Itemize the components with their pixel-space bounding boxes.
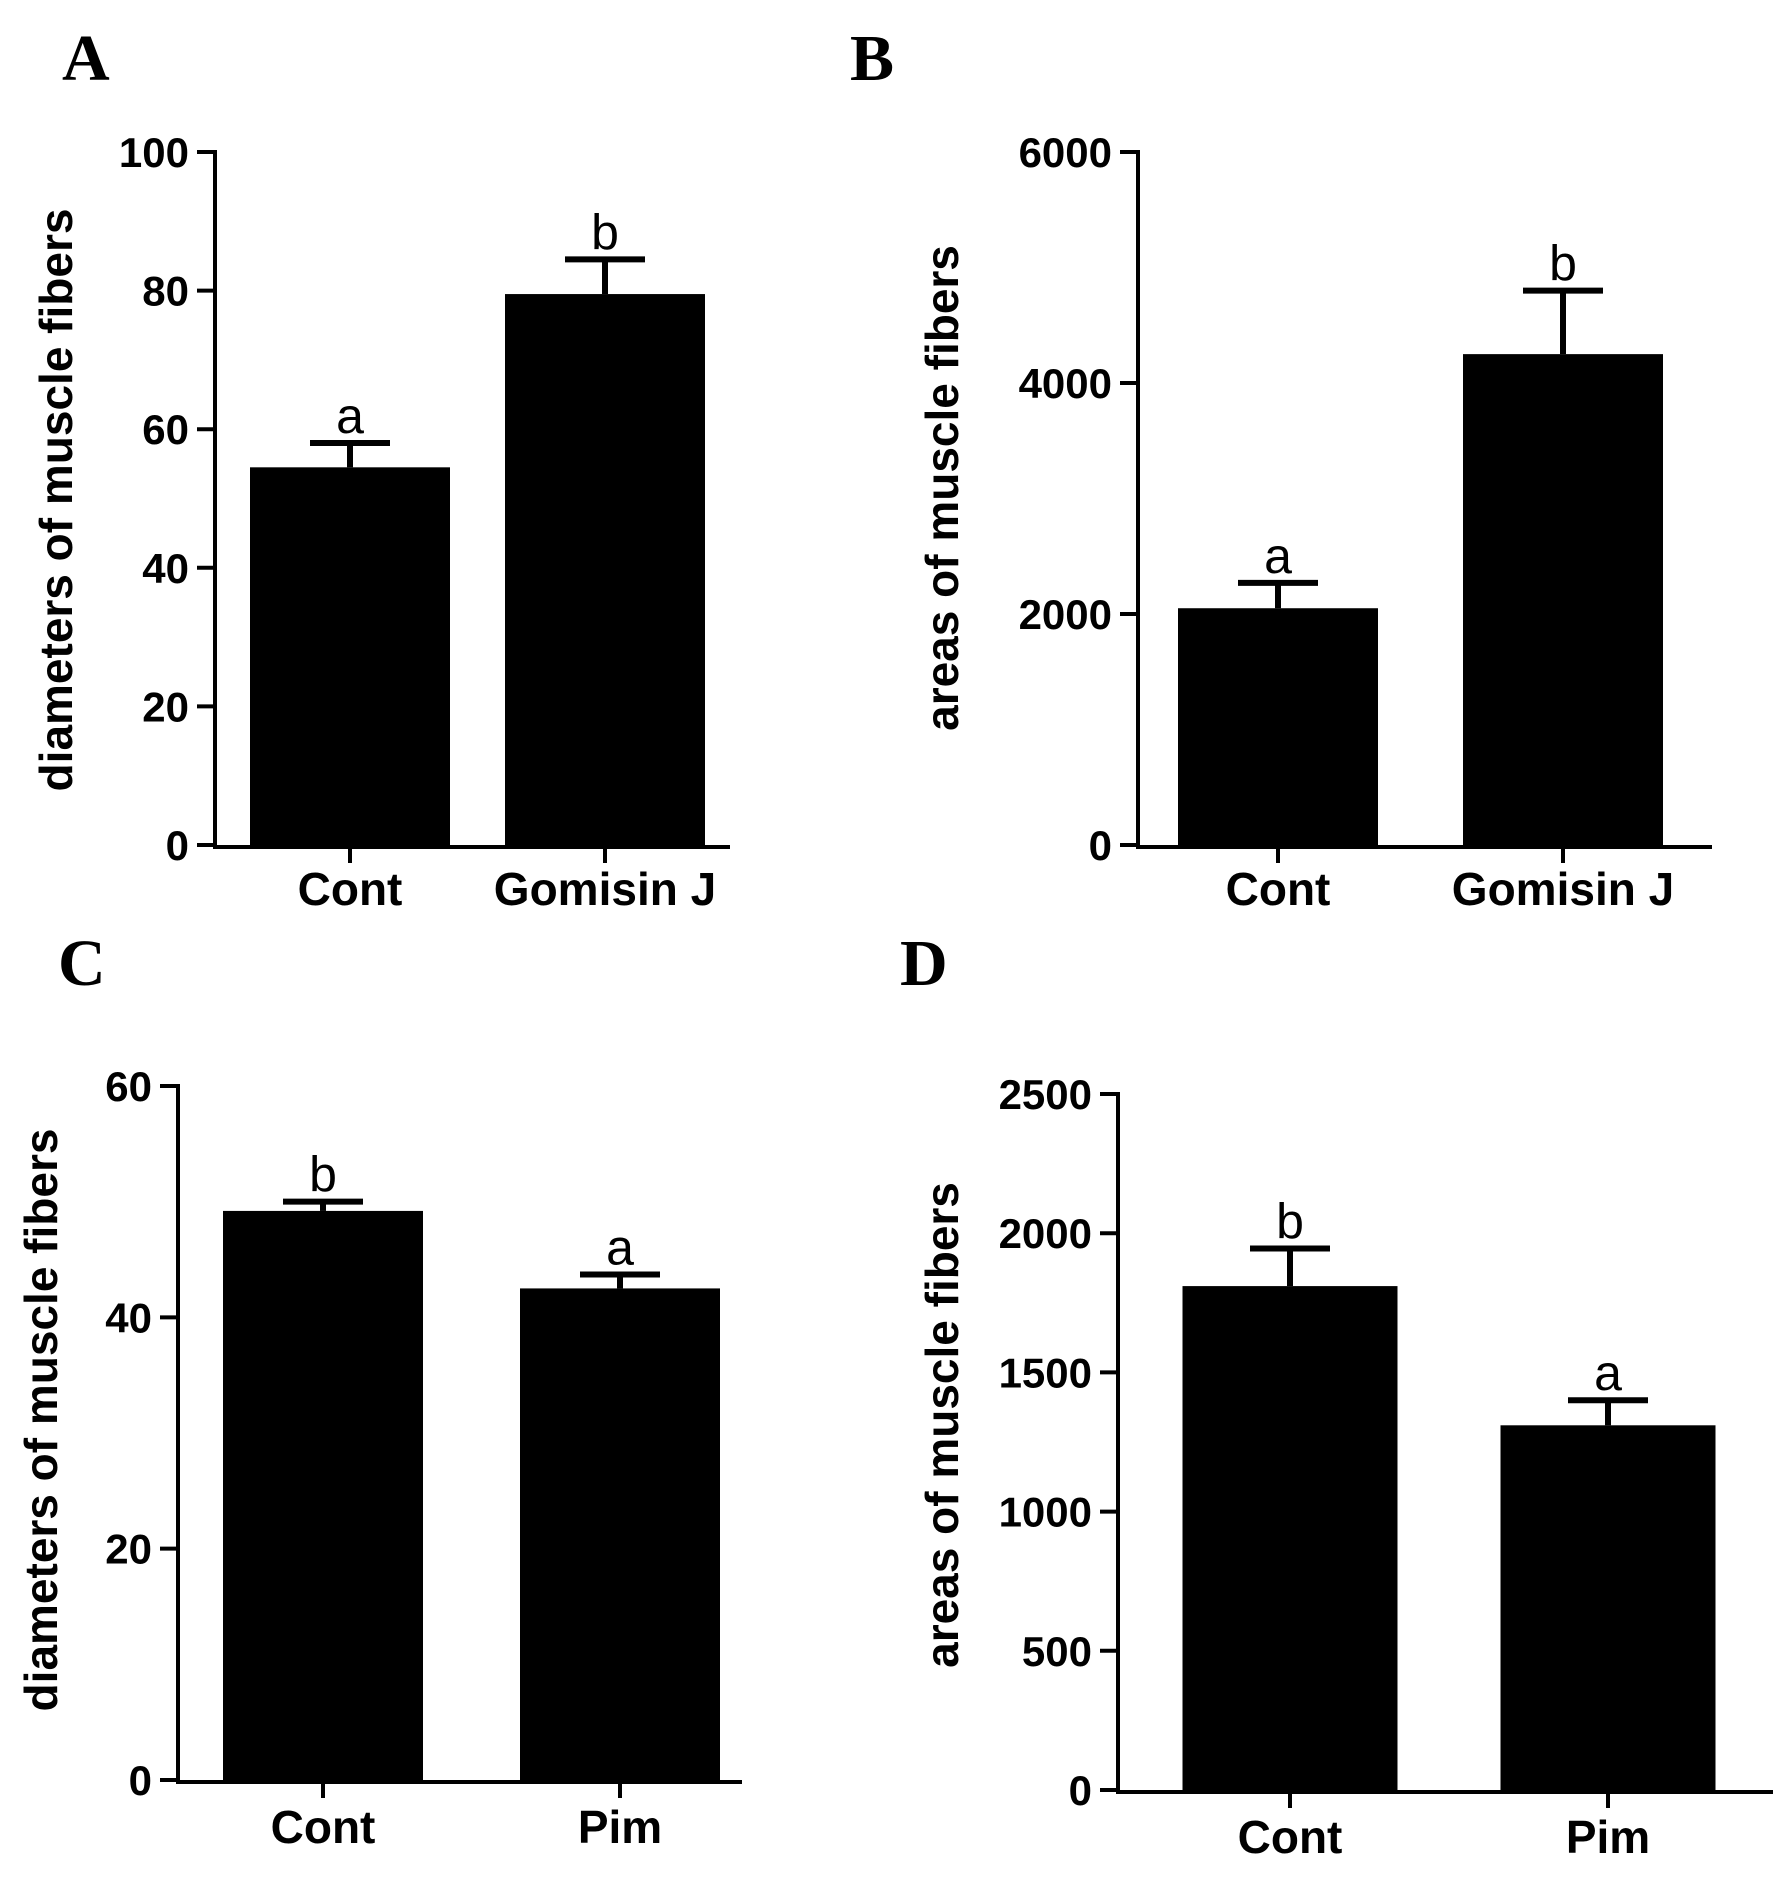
x-tick-label-c-2: Pim [578, 1801, 662, 1853]
significance-label-b-2: b [1549, 236, 1577, 292]
y-tick-label-d-0: 0 [1069, 1767, 1092, 1814]
bar-d-2 [1500, 1425, 1716, 1790]
y-tick-label-b-1: 2000 [1019, 591, 1112, 638]
y-tick-label-a-2: 40 [142, 545, 189, 592]
significance-label-b-1: a [1264, 528, 1292, 584]
y-axis-title-a: diameters of muscle fibers [30, 209, 82, 792]
y-tick-label-a-0: 0 [166, 822, 189, 869]
panel-letter-c: C [58, 927, 106, 1000]
x-tick-label-d-1: Cont [1238, 1811, 1343, 1863]
y-axis-title-b: areas of muscle fibers [916, 245, 968, 731]
x-tick-label-d-2: Pim [1566, 1811, 1650, 1863]
plot-area-d: b Cont a Pim 0 500 1000 1500 2000 2500 [999, 1071, 1773, 1863]
y-tick-label-c-3: 60 [105, 1063, 152, 1110]
y-tick-label-d-2: 1000 [999, 1489, 1092, 1536]
y-tick-label-c-1: 20 [105, 1526, 152, 1573]
panel-d: D areas of muscle fibers b Cont a Pim 0 500 10… [900, 927, 1773, 1863]
bar-b-1 [1178, 608, 1378, 845]
panel-c: C diameters of muscle fibers b Cont a Pim 0 2… [15, 927, 742, 1853]
bar-a-2 [505, 294, 705, 845]
bar-a-1 [250, 467, 450, 845]
y-tick-label-c-0: 0 [129, 1757, 152, 1804]
y-tick-label-b-3: 6000 [1019, 129, 1112, 176]
y-tick-label-a-4: 80 [142, 268, 189, 315]
y-tick-label-a-3: 60 [142, 406, 189, 453]
panel-letter-a: A [62, 22, 110, 95]
y-tick-label-a-5: 100 [119, 129, 189, 176]
y-tick-label-b-0: 0 [1089, 822, 1112, 869]
bar-d-1 [1182, 1286, 1398, 1790]
plot-area-b: a Cont b Gomisin J 0 2000 4000 6000 [1019, 129, 1712, 915]
x-tick-label-c-1: Cont [271, 1801, 376, 1853]
significance-label-a-1: a [336, 388, 364, 444]
y-tick-label-d-1: 500 [1022, 1628, 1092, 1675]
bar-c-2 [520, 1288, 720, 1780]
panel-b: B areas of muscle fibers a Cont b Gomisin J… [850, 22, 1712, 915]
y-tick-label-c-2: 40 [105, 1294, 152, 1341]
y-tick-label-d-3: 1500 [999, 1349, 1092, 1396]
significance-label-c-1: b [309, 1147, 337, 1203]
significance-label-d-2: a [1594, 1345, 1622, 1401]
y-tick-label-a-1: 20 [142, 683, 189, 730]
panel-a: A diameters of muscle fibers a Cont b Gomis… [30, 22, 730, 915]
x-tick-label-b-1: Cont [1226, 863, 1331, 915]
panel-letter-b: B [850, 22, 894, 95]
x-tick-label-b-2: Gomisin J [1452, 863, 1674, 915]
significance-label-c-2: a [606, 1220, 634, 1276]
y-tick-label-b-2: 4000 [1019, 360, 1112, 407]
significance-label-d-1: b [1276, 1194, 1304, 1250]
x-tick-label-a-1: Cont [298, 863, 403, 915]
plot-area-a: a Cont b Gomisin J 0 20 40 60 80 100 [119, 129, 730, 915]
panel-letter-d: D [900, 927, 948, 1000]
y-tick-label-d-5: 2500 [999, 1071, 1092, 1118]
y-axis-title-d: areas of muscle fibers [916, 1182, 968, 1668]
y-tick-label-d-4: 2000 [999, 1210, 1092, 1257]
bar-b-2 [1463, 354, 1663, 845]
plot-area-c: b Cont a Pim 0 20 40 60 [105, 1063, 742, 1853]
y-axis-title-c: diameters of muscle fibers [15, 1129, 67, 1712]
significance-label-a-2: b [591, 204, 619, 260]
bar-c-1 [223, 1210, 423, 1780]
x-tick-label-a-2: Gomisin J [494, 863, 716, 915]
